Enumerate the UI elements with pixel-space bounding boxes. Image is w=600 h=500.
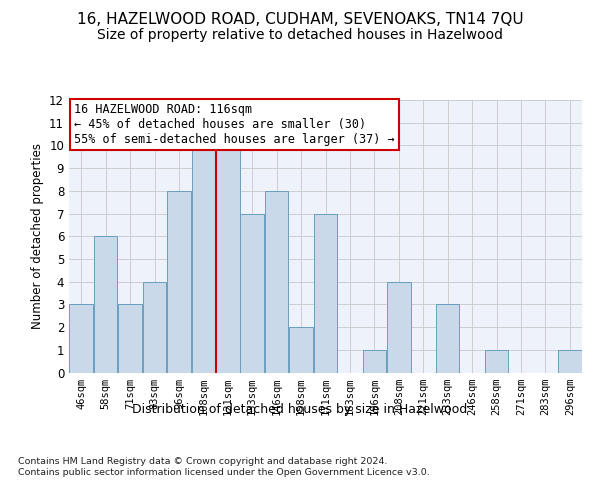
- Bar: [314, 214, 337, 372]
- Bar: [241, 214, 264, 372]
- Bar: [191, 146, 215, 372]
- Text: Size of property relative to detached houses in Hazelwood: Size of property relative to detached ho…: [97, 28, 503, 42]
- Bar: [118, 304, 142, 372]
- Text: Contains HM Land Registry data © Crown copyright and database right 2024.
Contai: Contains HM Land Registry data © Crown c…: [18, 458, 430, 477]
- Bar: [94, 236, 118, 372]
- Bar: [558, 350, 581, 372]
- Bar: [289, 327, 313, 372]
- Bar: [265, 191, 289, 372]
- Bar: [362, 350, 386, 372]
- Bar: [387, 282, 410, 372]
- Y-axis label: Number of detached properties: Number of detached properties: [31, 143, 44, 329]
- Bar: [485, 350, 508, 372]
- Text: Distribution of detached houses by size in Hazelwood: Distribution of detached houses by size …: [133, 402, 467, 415]
- Bar: [167, 191, 191, 372]
- Bar: [436, 304, 460, 372]
- Bar: [216, 146, 239, 372]
- Bar: [143, 282, 166, 372]
- Text: 16, HAZELWOOD ROAD, CUDHAM, SEVENOAKS, TN14 7QU: 16, HAZELWOOD ROAD, CUDHAM, SEVENOAKS, T…: [77, 12, 523, 28]
- Bar: [70, 304, 93, 372]
- Text: 16 HAZELWOOD ROAD: 116sqm
← 45% of detached houses are smaller (30)
55% of semi-: 16 HAZELWOOD ROAD: 116sqm ← 45% of detac…: [74, 102, 395, 146]
